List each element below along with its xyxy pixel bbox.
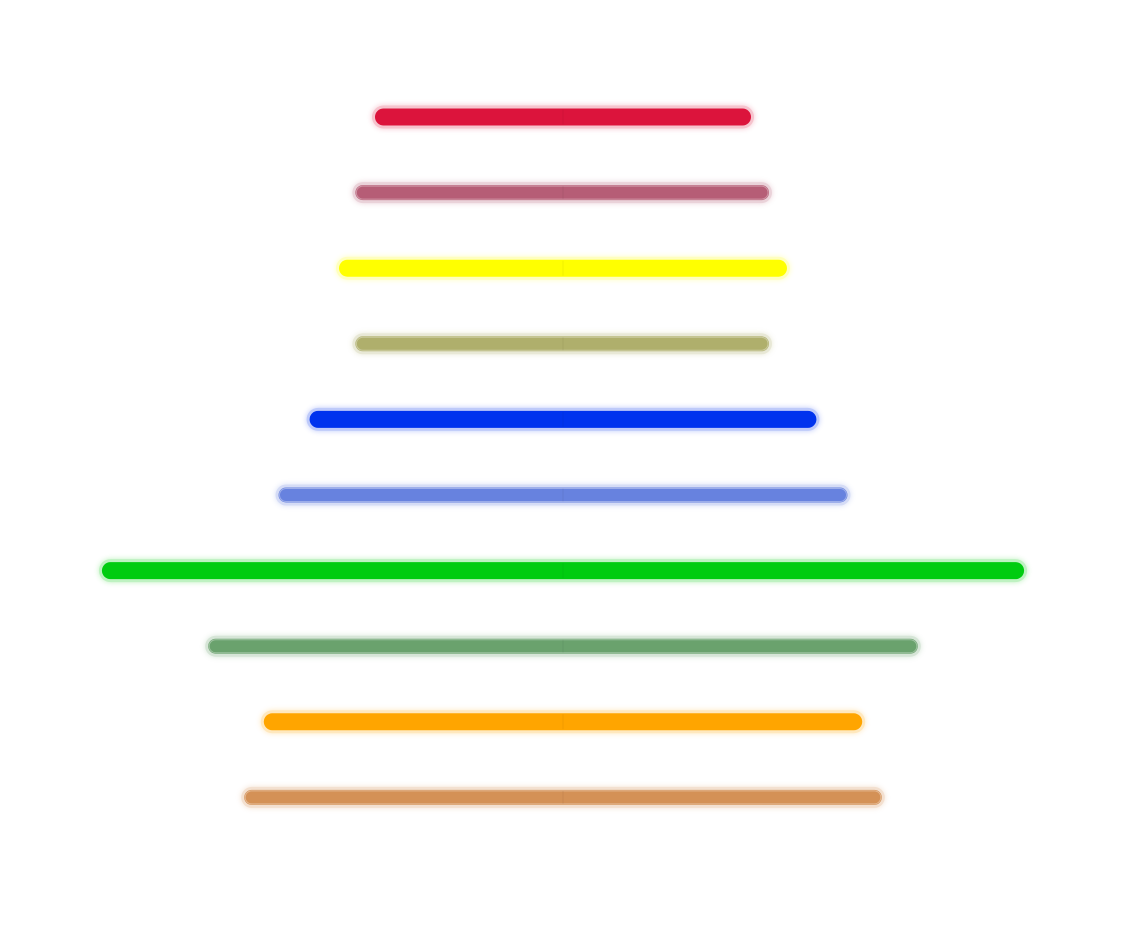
bar-group-5 xyxy=(306,407,820,431)
bar-outline xyxy=(208,639,918,654)
bar-outline xyxy=(279,488,847,502)
bar xyxy=(244,789,882,805)
bar-outline xyxy=(355,185,769,200)
bar-group-7 xyxy=(98,559,1028,583)
bar xyxy=(101,562,1025,580)
bar xyxy=(263,713,863,731)
bar-group-4 xyxy=(352,333,773,355)
bar-group-9 xyxy=(260,710,866,734)
bar-group-6 xyxy=(275,484,851,506)
bar-group-3 xyxy=(336,256,790,280)
bar-group-8 xyxy=(205,635,921,657)
bar-outline xyxy=(244,790,882,805)
bar-group-10 xyxy=(241,786,885,808)
bar-outline xyxy=(355,336,769,351)
bars-layer xyxy=(98,105,1028,808)
bar xyxy=(374,108,752,126)
bar xyxy=(339,259,787,277)
bar xyxy=(278,487,848,503)
bar xyxy=(309,410,817,428)
bar xyxy=(355,336,770,352)
bar xyxy=(208,638,918,654)
bar xyxy=(355,185,770,201)
bar-group-1 xyxy=(371,105,755,129)
bar-group-2 xyxy=(352,182,773,204)
